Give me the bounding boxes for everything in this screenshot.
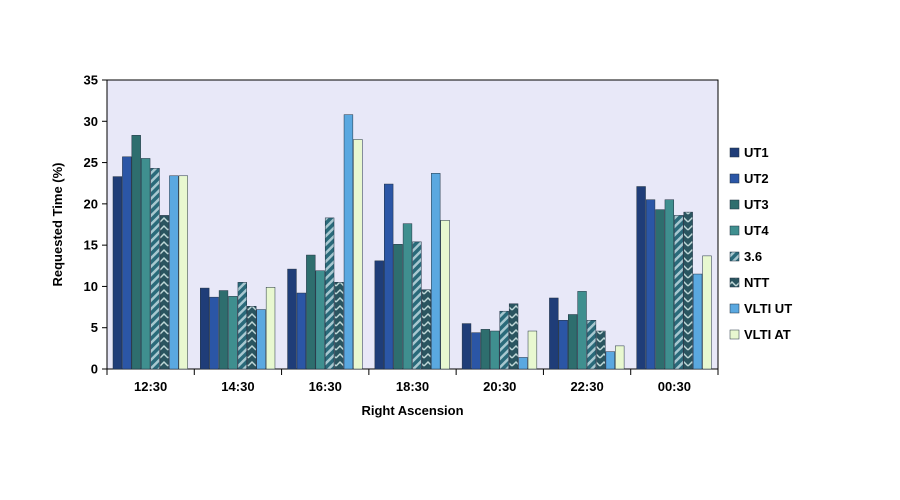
bar-ut3-0030 [655, 209, 665, 370]
bar-ut1-1830 [374, 260, 384, 370]
bar-vlti-at-2030 [527, 330, 538, 370]
bar-ut3-1230 [131, 135, 141, 370]
bar-ntt-2230 [596, 330, 606, 370]
y-tick-label: 10 [84, 279, 98, 294]
x-tick-label: 22:30 [570, 379, 603, 394]
bar-ut2-1630 [296, 292, 307, 370]
bar-ntt-1230 [159, 215, 170, 370]
legend-label: 3.6 [744, 249, 762, 264]
bar-ut4-0030 [664, 199, 675, 370]
legend-label: UT2 [744, 171, 769, 186]
bar-3-6-1230 [150, 168, 160, 370]
legend-label: UT1 [744, 145, 769, 160]
bar-vlti-at-1830 [440, 220, 450, 370]
bar-ut1-2230 [549, 297, 559, 370]
legend: UT1 UT2 UT3 UT4 3.6 NTT VLTI UT VLTI AT [729, 145, 792, 342]
bar-vlti-ut-2030 [518, 357, 528, 370]
bar-vlti-at-2230 [615, 345, 625, 370]
legend-label: UT4 [744, 223, 769, 238]
bar-ut1-1430 [200, 287, 210, 370]
legend-swatch [729, 147, 740, 158]
y-axis-title: Requested Time (%) [50, 162, 65, 286]
y-tick-label: 15 [84, 238, 98, 253]
bar-ut4-1830 [402, 223, 413, 370]
y-tick-label: 20 [84, 196, 98, 211]
x-axis: 12:30 14:30 16:30 18:30 20:30 22:30 00:30 [106, 369, 719, 394]
bar-ut2-1830 [384, 183, 394, 370]
bar-ut2-0030 [645, 199, 656, 370]
bar-ntt-1630 [334, 282, 344, 370]
bar-ut4-2230 [577, 291, 587, 370]
legend-swatch [729, 329, 740, 340]
legend-label: NTT [744, 275, 769, 290]
bar-3-6-0030 [674, 215, 684, 370]
legend-label: UT3 [744, 197, 769, 212]
bar-vlti-at-0030 [702, 255, 712, 370]
legend-swatch [729, 173, 740, 184]
x-tick-label: 12:30 [134, 379, 167, 394]
bar-ut3-1830 [393, 244, 403, 370]
y-axis: 0 5 10 15 20 25 30 35 [84, 73, 107, 377]
x-axis-title: Right Ascension [361, 403, 463, 418]
bar-vlti-ut-1430 [256, 309, 266, 370]
y-tick-label: 0 [91, 362, 98, 377]
bar-3-6-1630 [324, 217, 335, 370]
bar-ut4-1430 [228, 296, 238, 370]
x-tick-label: 16:30 [309, 379, 342, 394]
bar-ntt-1430 [247, 306, 257, 370]
bar-series-group [112, 114, 712, 370]
bar-ut3-1630 [306, 254, 316, 370]
x-tick-label: 14:30 [221, 379, 254, 394]
bar-ut1-0030 [636, 186, 646, 370]
bar-ut2-1230 [122, 156, 132, 370]
bar-ut2-2230 [558, 320, 568, 370]
bar-vlti-at-1430 [265, 287, 276, 370]
bar-3-6-2030 [499, 310, 509, 370]
bar-ut2-1430 [209, 296, 219, 370]
y-tick-label: 35 [84, 73, 98, 88]
bar-ntt-0030 [683, 211, 693, 370]
bar-3-6-1430 [237, 282, 247, 370]
bar-ut1-2030 [461, 323, 472, 370]
bar-vlti-ut-1830 [431, 173, 441, 370]
x-tick-label: 00:30 [658, 379, 691, 394]
bar-ut3-1430 [218, 290, 229, 370]
bar-vlti-ut-1230 [169, 175, 179, 370]
bar-3-6-2230 [586, 320, 597, 370]
y-tick-label: 5 [91, 320, 98, 335]
bar-vlti-at-1630 [353, 139, 363, 370]
x-tick-label: 18:30 [396, 379, 429, 394]
bar-3-6-1830 [412, 241, 422, 370]
legend-swatch [729, 303, 740, 314]
bar-ut3-2230 [568, 314, 578, 370]
bar-ut4-1630 [315, 270, 325, 370]
legend-label: VLTI AT [744, 327, 791, 342]
legend-label: VLTI UT [744, 301, 792, 316]
bar-vlti-ut-0030 [692, 273, 703, 370]
x-tick-label: 20:30 [483, 379, 516, 394]
bar-ut1-1230 [112, 176, 123, 370]
bar-ut4-1230 [140, 158, 151, 370]
bar-ntt-1830 [421, 289, 431, 370]
bar-ut3-2030 [480, 329, 491, 370]
legend-swatch [729, 199, 740, 210]
bar-vlti-at-1230 [178, 175, 188, 370]
bar-ntt-2030 [508, 303, 519, 370]
bar-vlti-ut-1630 [343, 114, 354, 370]
bar-ut2-2030 [471, 332, 481, 370]
y-tick-label: 25 [84, 155, 98, 170]
legend-swatch [729, 225, 740, 236]
bar-ut1-1630 [287, 268, 297, 370]
legend-swatch [729, 251, 740, 262]
bar-ut4-2030 [490, 330, 500, 370]
y-tick-label: 30 [84, 114, 98, 129]
bar-vlti-ut-2230 [605, 351, 615, 370]
legend-swatch [729, 277, 740, 288]
